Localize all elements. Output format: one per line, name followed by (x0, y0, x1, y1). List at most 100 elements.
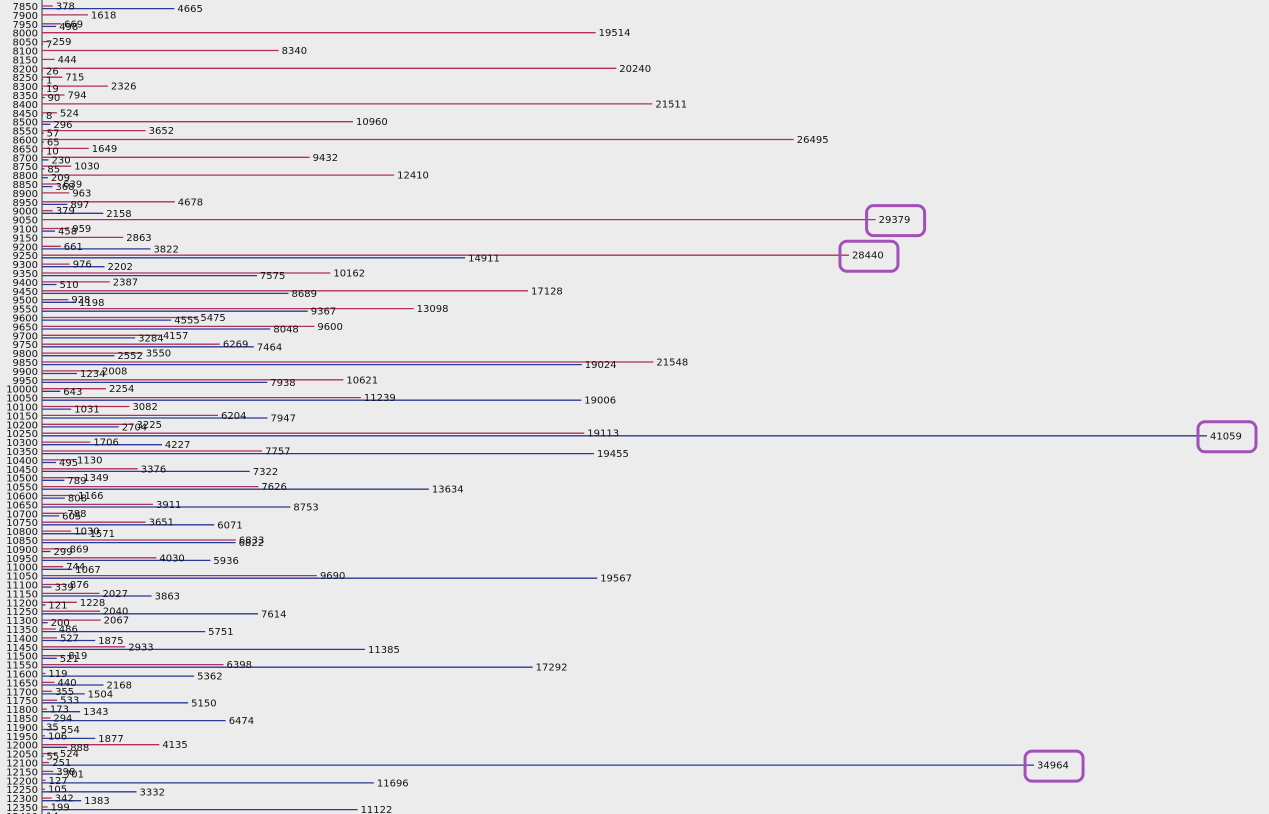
value-label: 808 (68, 494, 87, 505)
value-label: 17128 (531, 286, 563, 297)
value-label: 11696 (377, 778, 409, 789)
value-label: 643 (63, 387, 82, 398)
value-label: 6269 (223, 340, 248, 351)
value-label: 1 (46, 75, 52, 86)
category-label: 9300 (13, 260, 38, 271)
value-label: 55 (47, 752, 60, 763)
category-label: 8150 (13, 55, 38, 66)
value-label: 789 (67, 476, 86, 487)
value-label: 13634 (432, 485, 464, 496)
y-axis-labels: 7850790079508000805081008150820082508300… (6, 0, 43, 814)
category-label: 8600 (13, 136, 38, 147)
category-label: 9000 (13, 207, 38, 218)
category-label: 11950 (6, 732, 38, 743)
category-label: 12350 (6, 803, 38, 814)
category-label: 11050 (6, 572, 38, 583)
value-label: 173 (50, 705, 69, 716)
value-label: 4665 (177, 4, 202, 15)
value-label: 788 (67, 509, 86, 520)
value-label: 209 (51, 173, 70, 184)
value-label: 897 (70, 200, 89, 211)
value-label: 6071 (217, 520, 242, 531)
value-label: 2933 (128, 642, 153, 653)
category-label: 12000 (6, 741, 38, 752)
value-label: 10162 (333, 269, 365, 280)
category-label: 9650 (13, 322, 38, 333)
value-label: 1067 (75, 565, 100, 576)
category-label: 10750 (6, 518, 38, 529)
value-label: 3225 (137, 420, 162, 431)
category-label: 8550 (13, 127, 38, 138)
value-label: 368 (55, 182, 74, 193)
value-label: 928 (71, 295, 90, 306)
value-label: 510 (59, 280, 78, 291)
value-label: 10960 (356, 117, 388, 128)
value-label: 8 (46, 111, 52, 122)
category-label: 8700 (13, 153, 38, 164)
value-label: 458 (58, 227, 77, 238)
category-label: 11500 (6, 652, 38, 663)
value-label: 1649 (92, 144, 117, 155)
value-label: 19 (46, 84, 59, 95)
category-label: 9550 (13, 305, 38, 316)
value-label: 1504 (88, 689, 113, 700)
highlight-markers (838, 204, 1258, 783)
category-label: 10550 (6, 483, 38, 494)
value-label: 19455 (597, 449, 629, 460)
value-label: 8048 (273, 325, 298, 336)
value-label: 65 (47, 138, 60, 149)
bars (42, 5, 1207, 811)
value-label: 1618 (91, 10, 116, 21)
value-label: 29379 (879, 215, 911, 226)
category-label: 8450 (13, 109, 38, 120)
category-label: 11000 (6, 563, 38, 574)
category-label: 8250 (13, 73, 38, 84)
value-label: 1030 (74, 162, 99, 173)
category-label: 9500 (13, 296, 38, 307)
value-label: 9432 (313, 153, 338, 164)
category-label: 9800 (13, 349, 38, 360)
value-label: 7322 (253, 467, 278, 478)
value-label: 4135 (162, 740, 187, 751)
category-label: 10000 (6, 385, 38, 396)
value-label: 106 (48, 731, 67, 742)
value-label: 669 (64, 19, 83, 30)
value-label: 1571 (90, 529, 115, 540)
value-label: 6204 (221, 411, 246, 422)
category-label: 10500 (6, 474, 38, 485)
value-label: 533 (60, 696, 79, 707)
category-label: 9050 (13, 216, 38, 227)
value-label: 5475 (200, 313, 225, 324)
category-label: 10200 (6, 420, 38, 431)
value-label: 744 (66, 562, 85, 573)
value-label: 3911 (156, 500, 181, 511)
value-label: 90 (48, 93, 61, 104)
category-label: 9350 (13, 269, 38, 280)
value-label: 5362 (197, 672, 222, 683)
value-label: 959 (72, 224, 91, 235)
value-label: 5150 (191, 698, 216, 709)
category-label: 11100 (6, 581, 38, 592)
category-label: 8000 (13, 29, 38, 40)
category-label: 11300 (6, 616, 38, 627)
value-label: 9690 (320, 571, 345, 582)
value-label: 495 (59, 458, 78, 469)
value-label: 28440 (852, 251, 884, 262)
value-label: 127 (49, 776, 68, 787)
category-label: 10700 (6, 509, 38, 520)
value-label: 3082 (132, 402, 157, 413)
value-label: 794 (68, 91, 87, 102)
value-label: 3652 (149, 126, 174, 137)
value-label: 14911 (468, 253, 500, 264)
value-label: 19567 (600, 574, 632, 585)
highlight-box (1196, 420, 1258, 454)
value-label: 486 (59, 625, 78, 636)
value-label: 3651 (149, 518, 174, 529)
category-label: 10300 (6, 438, 38, 449)
category-label: 10850 (6, 536, 38, 547)
value-label: 715 (65, 73, 84, 84)
value-label: 661 (64, 242, 83, 253)
value-label: 6822 (239, 538, 264, 549)
category-label: 11600 (6, 670, 38, 681)
